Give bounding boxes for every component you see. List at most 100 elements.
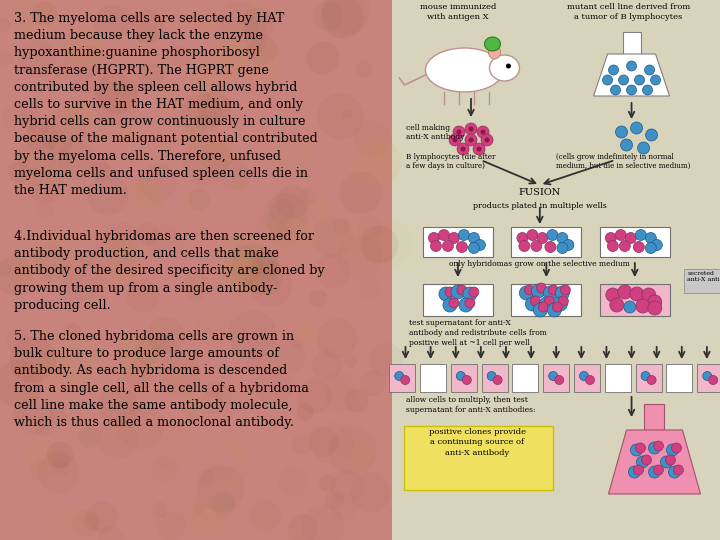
Circle shape [373, 145, 387, 159]
Text: positive clones provide
a continuing source of
anti-X antibody: positive clones provide a continuing sou… [429, 428, 526, 457]
Circle shape [307, 42, 339, 75]
Circle shape [197, 92, 232, 126]
Circle shape [197, 470, 215, 487]
Text: only hybridomas grow on the selective medium: only hybridomas grow on the selective me… [449, 260, 630, 268]
Circle shape [24, 152, 60, 188]
Circle shape [345, 389, 369, 413]
Circle shape [606, 233, 616, 244]
Circle shape [96, 72, 138, 114]
Circle shape [469, 242, 480, 253]
Circle shape [192, 55, 236, 98]
FancyBboxPatch shape [420, 364, 446, 392]
Circle shape [189, 188, 210, 210]
FancyBboxPatch shape [574, 364, 600, 392]
Circle shape [559, 296, 568, 306]
FancyBboxPatch shape [0, 0, 392, 540]
Circle shape [519, 286, 534, 300]
Circle shape [637, 142, 649, 154]
Circle shape [343, 354, 358, 368]
Circle shape [184, 124, 202, 142]
Circle shape [180, 92, 222, 135]
Circle shape [634, 75, 644, 85]
Circle shape [232, 244, 279, 290]
Circle shape [644, 65, 654, 75]
Ellipse shape [490, 55, 519, 81]
Circle shape [537, 233, 548, 244]
FancyBboxPatch shape [644, 404, 665, 430]
Circle shape [18, 138, 55, 176]
Circle shape [449, 233, 459, 244]
Circle shape [0, 360, 43, 408]
Circle shape [32, 1, 57, 26]
Circle shape [117, 334, 161, 377]
FancyBboxPatch shape [390, 364, 415, 392]
Circle shape [13, 253, 41, 281]
Circle shape [563, 240, 574, 251]
Circle shape [318, 93, 364, 139]
Circle shape [350, 442, 376, 468]
Circle shape [98, 386, 138, 427]
Circle shape [360, 370, 386, 396]
Circle shape [708, 375, 718, 384]
Circle shape [54, 65, 65, 77]
Circle shape [524, 285, 534, 295]
Circle shape [660, 456, 672, 468]
Circle shape [648, 301, 662, 315]
Circle shape [297, 403, 314, 420]
Circle shape [350, 472, 391, 512]
Circle shape [649, 466, 660, 478]
Circle shape [193, 503, 204, 515]
Text: B lymphocytes (die after
a few days in culture): B lymphocytes (die after a few days in c… [405, 153, 495, 170]
Circle shape [211, 492, 235, 517]
Circle shape [531, 240, 542, 252]
Circle shape [194, 114, 210, 131]
Circle shape [624, 301, 636, 313]
Circle shape [156, 511, 186, 540]
FancyBboxPatch shape [605, 364, 631, 392]
Circle shape [485, 138, 490, 143]
FancyBboxPatch shape [392, 0, 720, 540]
Circle shape [642, 85, 652, 95]
Circle shape [336, 221, 372, 256]
Circle shape [539, 302, 549, 312]
Circle shape [536, 283, 546, 293]
Circle shape [631, 122, 642, 134]
Circle shape [654, 441, 664, 451]
Circle shape [134, 339, 161, 365]
Circle shape [547, 303, 562, 317]
Circle shape [208, 170, 218, 180]
Text: mutant cell line derived from
a tumor of B lymphocytes: mutant cell line derived from a tumor of… [567, 3, 690, 21]
Circle shape [473, 143, 485, 155]
Circle shape [138, 222, 161, 245]
Circle shape [631, 444, 642, 456]
Circle shape [549, 285, 559, 295]
Circle shape [652, 240, 662, 251]
Circle shape [608, 65, 618, 75]
Circle shape [443, 298, 457, 312]
Circle shape [481, 134, 493, 146]
Circle shape [451, 285, 465, 299]
FancyBboxPatch shape [403, 426, 552, 490]
Circle shape [654, 465, 664, 475]
Circle shape [545, 241, 556, 253]
Circle shape [616, 126, 628, 138]
Circle shape [469, 233, 480, 244]
FancyBboxPatch shape [511, 284, 581, 316]
Circle shape [651, 75, 660, 85]
Circle shape [621, 139, 633, 151]
Circle shape [665, 455, 675, 465]
Ellipse shape [485, 37, 500, 51]
Circle shape [634, 241, 644, 253]
Circle shape [465, 123, 477, 135]
Circle shape [310, 289, 328, 307]
Circle shape [539, 297, 554, 311]
Circle shape [361, 226, 398, 264]
Circle shape [636, 299, 650, 313]
Circle shape [554, 375, 564, 384]
Circle shape [47, 442, 73, 468]
Circle shape [618, 285, 632, 299]
Circle shape [130, 10, 164, 44]
Circle shape [580, 372, 588, 381]
Circle shape [649, 442, 660, 454]
Circle shape [667, 444, 678, 456]
